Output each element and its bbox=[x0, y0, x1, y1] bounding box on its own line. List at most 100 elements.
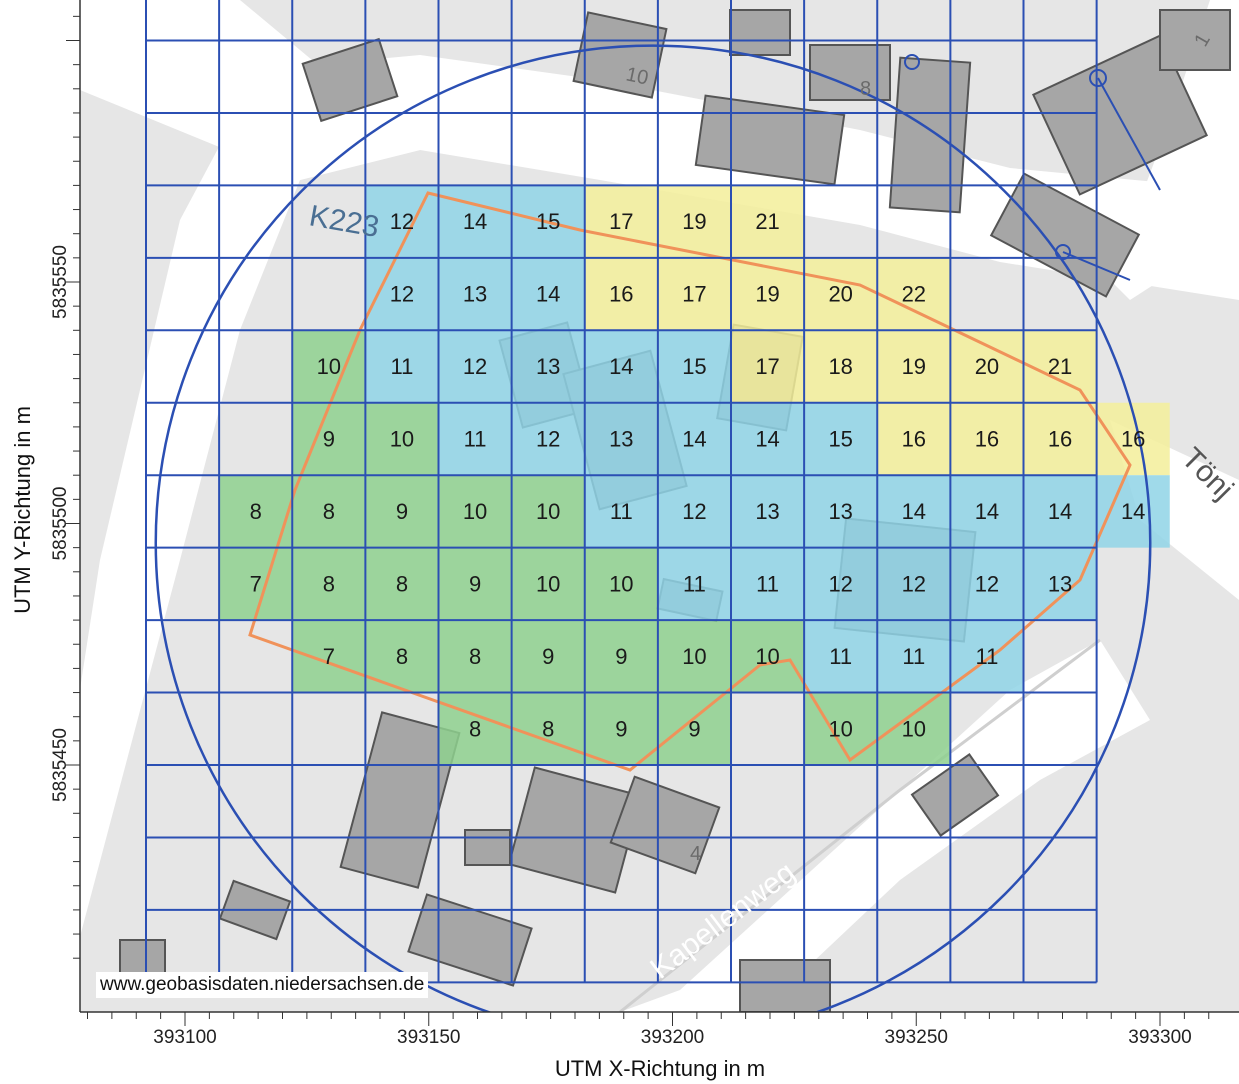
cell-value-label: 10 bbox=[755, 644, 779, 669]
cell-value-label: 13 bbox=[828, 499, 852, 524]
cell-value-label: 9 bbox=[688, 716, 700, 741]
copyright-label[interactable]: www.geobasisdaten.niedersachsen.de bbox=[96, 972, 429, 998]
cell-value-label: 11 bbox=[756, 571, 779, 596]
grid-cell-blue bbox=[731, 475, 805, 548]
cell-value-label: 14 bbox=[1121, 499, 1145, 524]
cell-value-label: 16 bbox=[609, 282, 633, 307]
cell-value-label: 10 bbox=[536, 499, 560, 524]
y-axis-ticks: 5835450 5835500 5835550 bbox=[50, 15, 80, 959]
cell-value-label: 12 bbox=[902, 571, 926, 596]
grid-cell-blue bbox=[511, 257, 585, 331]
cell-value-label: 19 bbox=[682, 209, 706, 234]
grid-cell-yellow bbox=[657, 185, 731, 258]
cell-value-label: 12 bbox=[682, 499, 706, 524]
grid-cell-blue bbox=[438, 402, 512, 476]
cell-value-label: 22 bbox=[902, 282, 926, 307]
grid-cell-blue bbox=[511, 330, 585, 403]
grid-cell-blue bbox=[1023, 475, 1097, 548]
cell-value-label: 9 bbox=[396, 499, 408, 524]
grid-cell-blue bbox=[950, 620, 1024, 693]
cell-value-label: 12 bbox=[975, 571, 999, 596]
grid-cell-green bbox=[511, 547, 585, 621]
cell-value-label: 11 bbox=[902, 644, 925, 669]
source-line bbox=[1097, 77, 1161, 191]
grid-cell-green bbox=[292, 475, 366, 548]
road-upper-left bbox=[80, 0, 420, 180]
map-area: 12 14 15 17 19 21 12 13 14 16 17 19 20 22 10 11 12 13 14 15… bbox=[80, 0, 1239, 1012]
y-axis-tick-label: 5835450 bbox=[50, 728, 71, 802]
cell-value-label: 19 bbox=[755, 282, 779, 307]
cell-value-label: 9 bbox=[615, 716, 627, 741]
cell-value-label: 10 bbox=[609, 571, 633, 596]
grid-cell-blue bbox=[1023, 547, 1097, 621]
y-axis-tick-label: 5835550 bbox=[50, 245, 71, 319]
cell-value-label: 16 bbox=[1121, 426, 1145, 451]
grid-cell-yellow bbox=[731, 185, 805, 258]
source-point bbox=[1055, 244, 1071, 260]
cell-value-label: 8 bbox=[250, 499, 262, 524]
evaluation-circle bbox=[154, 44, 1152, 1012]
grid-cell-green bbox=[438, 475, 512, 548]
cell-value-label: 14 bbox=[682, 426, 706, 451]
cell-value-label: 16 bbox=[902, 426, 926, 451]
cell-value-label: 11 bbox=[610, 499, 633, 524]
cell-value-label: 17 bbox=[682, 282, 706, 307]
x-axis-tick-label: 393150 bbox=[397, 1027, 460, 1048]
grid-cell-blue bbox=[657, 547, 731, 621]
cell-value-label: 13 bbox=[1048, 571, 1072, 596]
building bbox=[729, 9, 791, 56]
y-axis-title: UTM Y-Richtung in m bbox=[10, 406, 35, 614]
building bbox=[989, 172, 1141, 298]
cell-value-label: 18 bbox=[828, 354, 852, 379]
cell-value-label: 7 bbox=[250, 571, 262, 596]
grid-cell-green bbox=[292, 547, 366, 621]
grid-cell-green bbox=[511, 475, 585, 548]
emission-sources bbox=[904, 54, 1161, 281]
grid-cell-blue bbox=[657, 330, 731, 403]
cell-value-label: 21 bbox=[755, 209, 779, 234]
grid-cell-green bbox=[877, 692, 951, 765]
source-point bbox=[904, 54, 920, 70]
cell-value-label: 14 bbox=[975, 499, 999, 524]
cell-value-label: 12 bbox=[390, 209, 414, 234]
grid-cell-yellow bbox=[877, 330, 951, 403]
cell-value-label: 8 bbox=[396, 644, 408, 669]
grid-cell-green bbox=[511, 692, 585, 765]
grid-cell-blue bbox=[438, 330, 512, 403]
road-kapellenweg bbox=[620, 640, 1150, 1012]
grid-cell-yellow bbox=[731, 330, 805, 403]
grid-cell-yellow bbox=[950, 402, 1024, 476]
grid-cell-yellow bbox=[731, 257, 805, 331]
cell-value-label: 11 bbox=[464, 426, 487, 451]
grid-cell-blue bbox=[877, 475, 951, 548]
building bbox=[301, 37, 399, 123]
site-boundary bbox=[248, 191, 1132, 772]
grid-cell-blue bbox=[584, 330, 658, 403]
cell-value-label: 8 bbox=[469, 644, 481, 669]
cell-value-label: 14 bbox=[1048, 499, 1072, 524]
grid-cell-blue bbox=[877, 620, 951, 693]
cell-value-label: 12 bbox=[463, 354, 487, 379]
grid-cell-blue bbox=[950, 547, 1024, 621]
cell-value-label: 17 bbox=[755, 354, 779, 379]
cell-value-label: 13 bbox=[463, 282, 487, 307]
grid-cell-green bbox=[292, 620, 366, 693]
x-axis-tick-label: 393250 bbox=[885, 1027, 948, 1048]
house-number: 4 bbox=[690, 843, 701, 865]
grid-cell-blue bbox=[804, 547, 878, 621]
cell-value-label: 10 bbox=[317, 354, 341, 379]
y-axis-tick-label: 5835500 bbox=[50, 487, 71, 561]
grid-cell-blue bbox=[438, 257, 512, 331]
grid-cell-blue bbox=[511, 402, 585, 476]
grid-cell-green bbox=[292, 330, 366, 403]
cell-value-label: 10 bbox=[390, 426, 414, 451]
cell-value-label: 8 bbox=[396, 571, 408, 596]
cell-value-label: 17 bbox=[609, 209, 633, 234]
source-line bbox=[1062, 251, 1131, 281]
cell-value-label: 15 bbox=[536, 209, 560, 234]
house-number: 8 bbox=[860, 78, 871, 100]
cell-value-label: 14 bbox=[902, 499, 926, 524]
grid-cell-yellow bbox=[877, 402, 951, 476]
building bbox=[739, 959, 831, 1012]
cell-value-label: 14 bbox=[755, 426, 779, 451]
